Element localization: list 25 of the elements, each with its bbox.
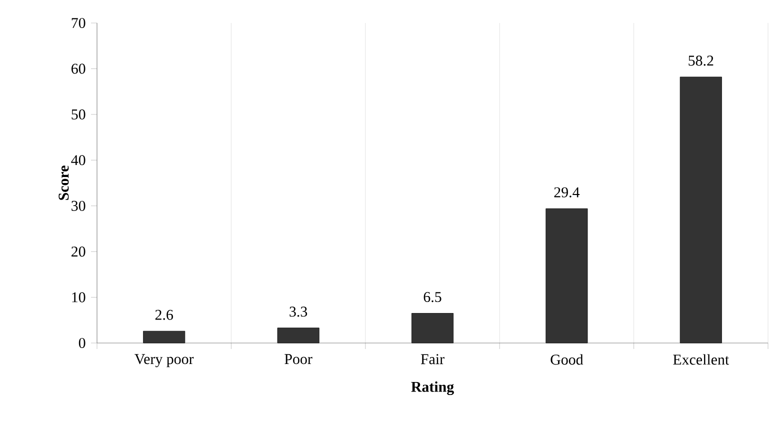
- x-tick-label: Excellent: [673, 354, 730, 365]
- bar: [680, 76, 722, 344]
- bar: [277, 328, 320, 344]
- y-tick-label: 10: [72, 292, 86, 302]
- data-label: 3.3: [290, 306, 308, 317]
- x-tick-label: Fair: [420, 354, 444, 364]
- data-label: 58.2: [688, 56, 714, 66]
- y-tick-label: 0: [78, 338, 86, 348]
- y-tick-label: 50: [72, 109, 86, 120]
- bar: [412, 313, 454, 344]
- bar: [546, 208, 588, 344]
- x-axis-title: Rating: [411, 381, 454, 396]
- x-tick-label: Poor: [284, 354, 312, 364]
- data-label: 6.5: [424, 292, 442, 302]
- data-label: 29.4: [554, 187, 580, 198]
- y-axis-title: Score: [58, 166, 69, 200]
- y-tick-label: 60: [72, 64, 86, 74]
- y-tick-label: 40: [71, 155, 86, 166]
- x-tick-label: Good: [550, 354, 584, 365]
- y-tick-label: 70: [72, 18, 86, 28]
- bar: [143, 330, 186, 344]
- y-tick-label: 20: [72, 246, 86, 257]
- data-label: 2.6: [155, 310, 173, 320]
- x-tick-label: Very poor: [134, 354, 194, 368]
- y-tick-label: 30: [72, 200, 86, 211]
